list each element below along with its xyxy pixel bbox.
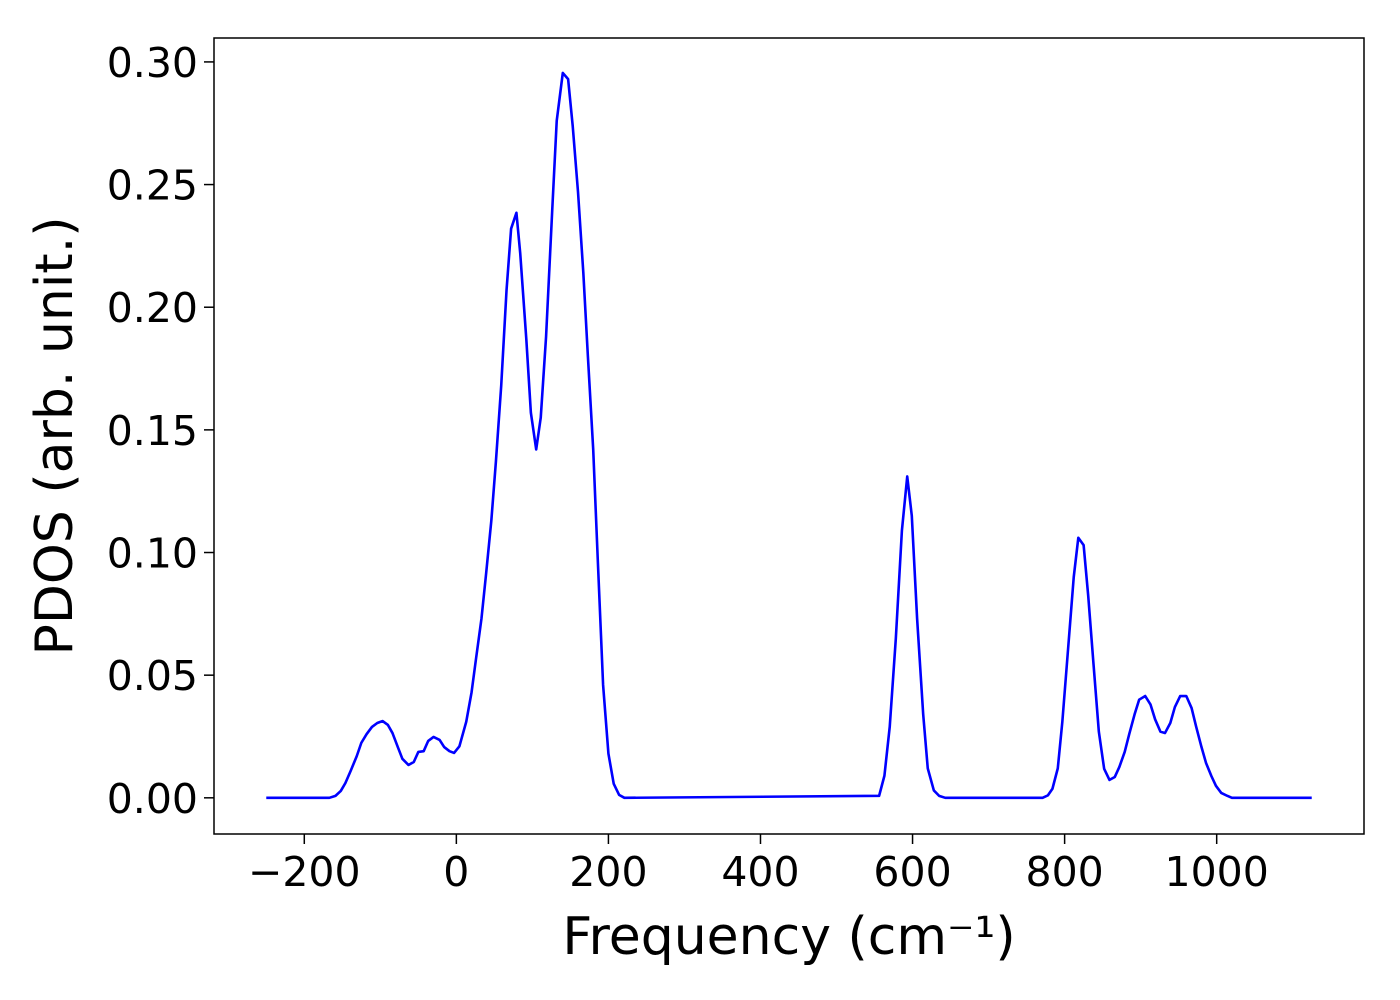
x-tick-label: 600 [873, 848, 951, 896]
pdos-line [266, 71, 1312, 800]
x-tick-label: 200 [569, 848, 647, 896]
x-axis-label: Frequency (cm⁻¹) [562, 907, 1015, 967]
x-tick-label: −200 [248, 848, 361, 896]
x-tick-label: 1000 [1165, 848, 1269, 896]
x-tick-label: 400 [721, 848, 799, 896]
y-tick-label: 0.25 [107, 162, 198, 210]
y-tick-label: 0.00 [107, 775, 198, 823]
plot-frame [213, 37, 1365, 835]
x-tick-label: 0 [443, 848, 469, 896]
y-tick-label: 0.10 [107, 530, 198, 578]
y-tick-label: 0.05 [107, 652, 198, 700]
x-tick-label: 800 [1025, 848, 1103, 896]
y-tick-label: 0.15 [107, 407, 198, 455]
y-axis-label: PDOS (arb. unit.) [25, 216, 85, 655]
y-tick-label: 0.20 [107, 284, 198, 332]
y-tick-label: 0.30 [107, 39, 198, 87]
